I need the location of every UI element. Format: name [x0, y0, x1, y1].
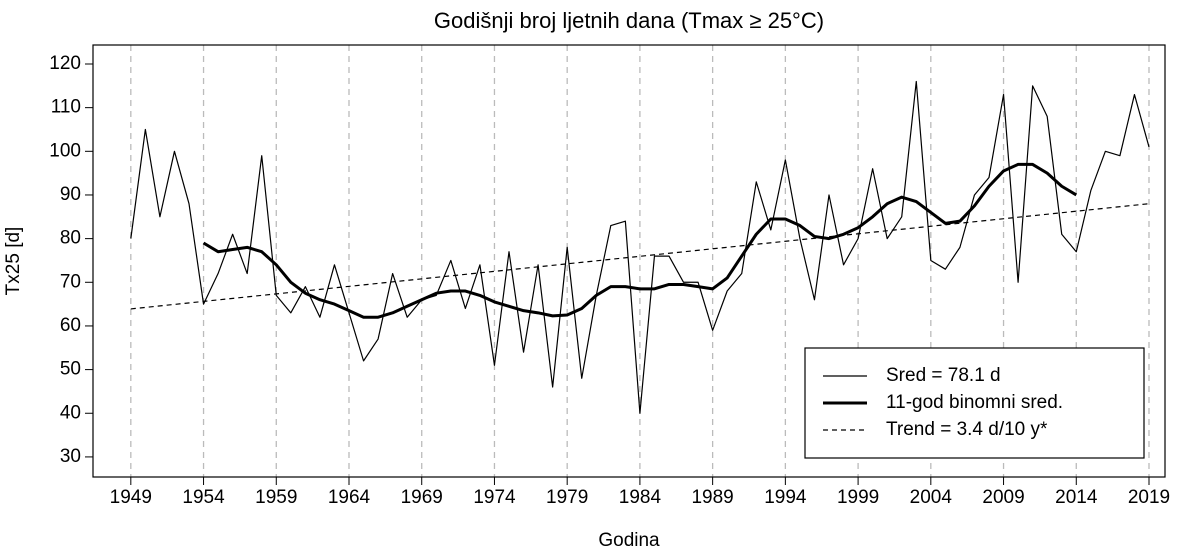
x-tick-label: 1984 — [619, 487, 662, 508]
x-tick-label: 1969 — [401, 487, 443, 508]
series-line — [130, 80, 1150, 414]
y-tick-label: 50 — [60, 359, 81, 380]
y-tick-label: 100 — [49, 140, 81, 161]
y-tick-label: 80 — [60, 228, 81, 249]
y-axis-label: Tx25 [d] — [3, 227, 24, 296]
x-tick-label: 1974 — [473, 487, 516, 508]
x-tick-label: 2019 — [1128, 487, 1170, 508]
y-tick-label: 70 — [60, 271, 81, 292]
plot-frame — [92, 44, 1166, 478]
x-tick-label: 1999 — [837, 487, 879, 508]
x-tick-label: 1979 — [546, 487, 588, 508]
y-tick-label: 110 — [51, 97, 81, 118]
x-tick-label: 1964 — [328, 487, 371, 508]
y-tick-label: 60 — [60, 315, 81, 336]
x-tick-label: 1994 — [764, 487, 807, 508]
x-tick-label: 1989 — [691, 487, 733, 508]
x-axis-label: Godina — [598, 530, 660, 551]
legend-label: Trend = 3.4 d/10 y* — [886, 419, 1048, 440]
x-tick-label: 2009 — [982, 487, 1024, 508]
series-line — [202, 162, 1078, 319]
chart-title: Godišnji broj ljetnih dana (Tmax ≥ 25°C) — [434, 8, 824, 33]
legend-label: 11-god binomni sred. — [886, 392, 1063, 413]
y-tick-label: 40 — [60, 402, 81, 423]
x-tick-label: 1959 — [255, 487, 297, 508]
x-tick-label: 1949 — [110, 487, 152, 508]
x-tick-label: 2014 — [1055, 487, 1098, 508]
y-tick-label: 30 — [60, 446, 81, 467]
x-tick-label: 1954 — [182, 487, 225, 508]
legend-label: Sred = 78.1 d — [886, 365, 1001, 386]
y-tick-label: 120 — [49, 53, 81, 74]
x-tick-label: 2004 — [910, 487, 953, 508]
y-tick-label: 90 — [60, 184, 81, 205]
